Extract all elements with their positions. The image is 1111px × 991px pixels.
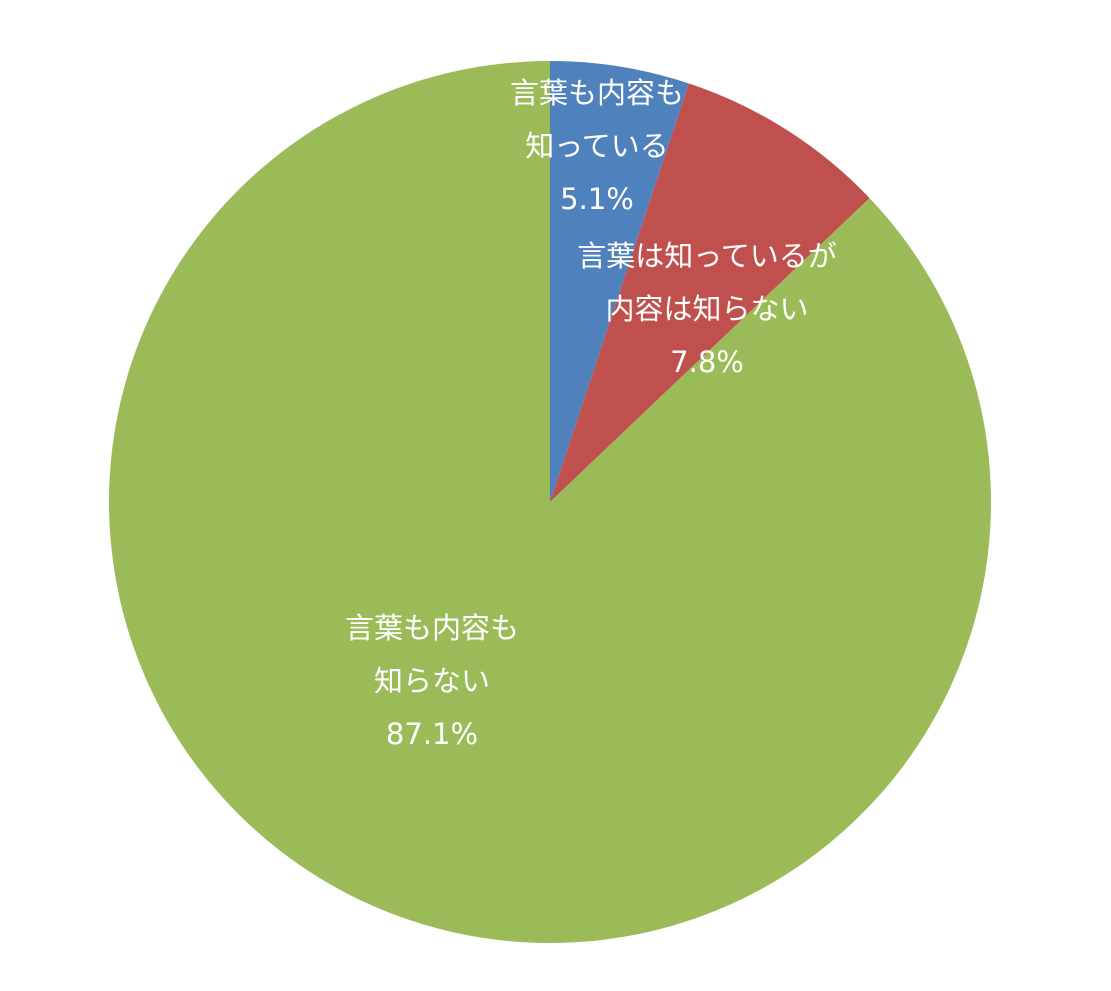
slice-label: 言葉は知っているが xyxy=(577,239,837,273)
pie-slice xyxy=(550,61,689,502)
pie-slice xyxy=(108,61,992,943)
value-label: 7.8% xyxy=(670,345,744,379)
value-label: 5.1% xyxy=(560,182,634,216)
slice-label: 知らない xyxy=(374,664,490,698)
slice-label: 知っている xyxy=(525,129,669,163)
pie-slice xyxy=(550,83,870,502)
value-label: 87.1% xyxy=(386,717,478,751)
slice-label: 内容は知らない xyxy=(605,292,808,326)
slice-label: 言葉も内容も xyxy=(510,76,684,110)
slice-label: 言葉も内容も xyxy=(345,611,519,645)
